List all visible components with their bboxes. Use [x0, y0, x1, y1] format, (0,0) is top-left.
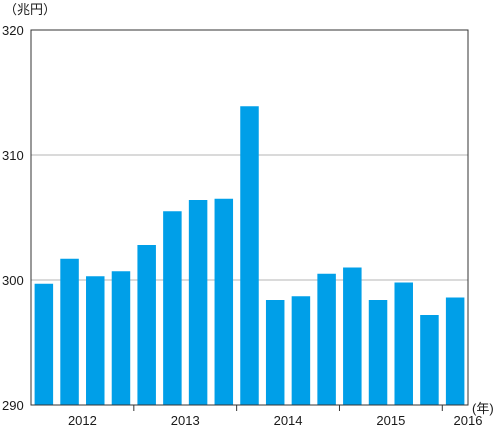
x-year-label: 2012 — [68, 413, 97, 428]
bar-2013Q3 — [188, 200, 208, 405]
y-unit-label: （兆円） — [4, 2, 56, 17]
bars — [34, 106, 465, 405]
x-year-label: 2013 — [171, 413, 200, 428]
bar-2014Q3 — [291, 296, 311, 405]
bar-2015Q4 — [420, 315, 439, 405]
bar-2014Q1 — [240, 106, 259, 405]
bar-2014Q2 — [265, 300, 285, 405]
y-tick-label: 310 — [2, 148, 24, 163]
x-year-label: 2014 — [274, 413, 303, 428]
bar-2015Q2 — [368, 300, 388, 405]
bar-2012Q2 — [60, 258, 79, 405]
bar-2012Q3 — [86, 276, 105, 405]
bar-2015Q1 — [343, 267, 362, 405]
plot-border — [30, 29, 469, 406]
plot-frame — [30, 29, 469, 411]
y-tick-label: 290 — [2, 398, 24, 413]
bar-2013Q4 — [214, 198, 234, 405]
x-unit-label: (年) — [472, 401, 494, 416]
y-tick-label: 320 — [2, 23, 24, 38]
axis-labels: （兆円） (年) 290 300 310 320 2012 2013 2014 2015 201… — [2, 2, 494, 428]
bar-2014Q4 — [317, 273, 336, 405]
bar-2012Q4 — [111, 271, 131, 405]
x-year-label: 2016 — [454, 413, 483, 428]
bar-2016Q1 — [445, 297, 465, 405]
y-tick-label: 300 — [2, 273, 24, 288]
bar-2012Q1 — [34, 283, 54, 405]
x-year-label: 2015 — [376, 413, 405, 428]
bar-2013Q1 — [137, 245, 156, 405]
bar-2013Q2 — [163, 211, 182, 405]
bar-2015Q3 — [394, 282, 413, 405]
